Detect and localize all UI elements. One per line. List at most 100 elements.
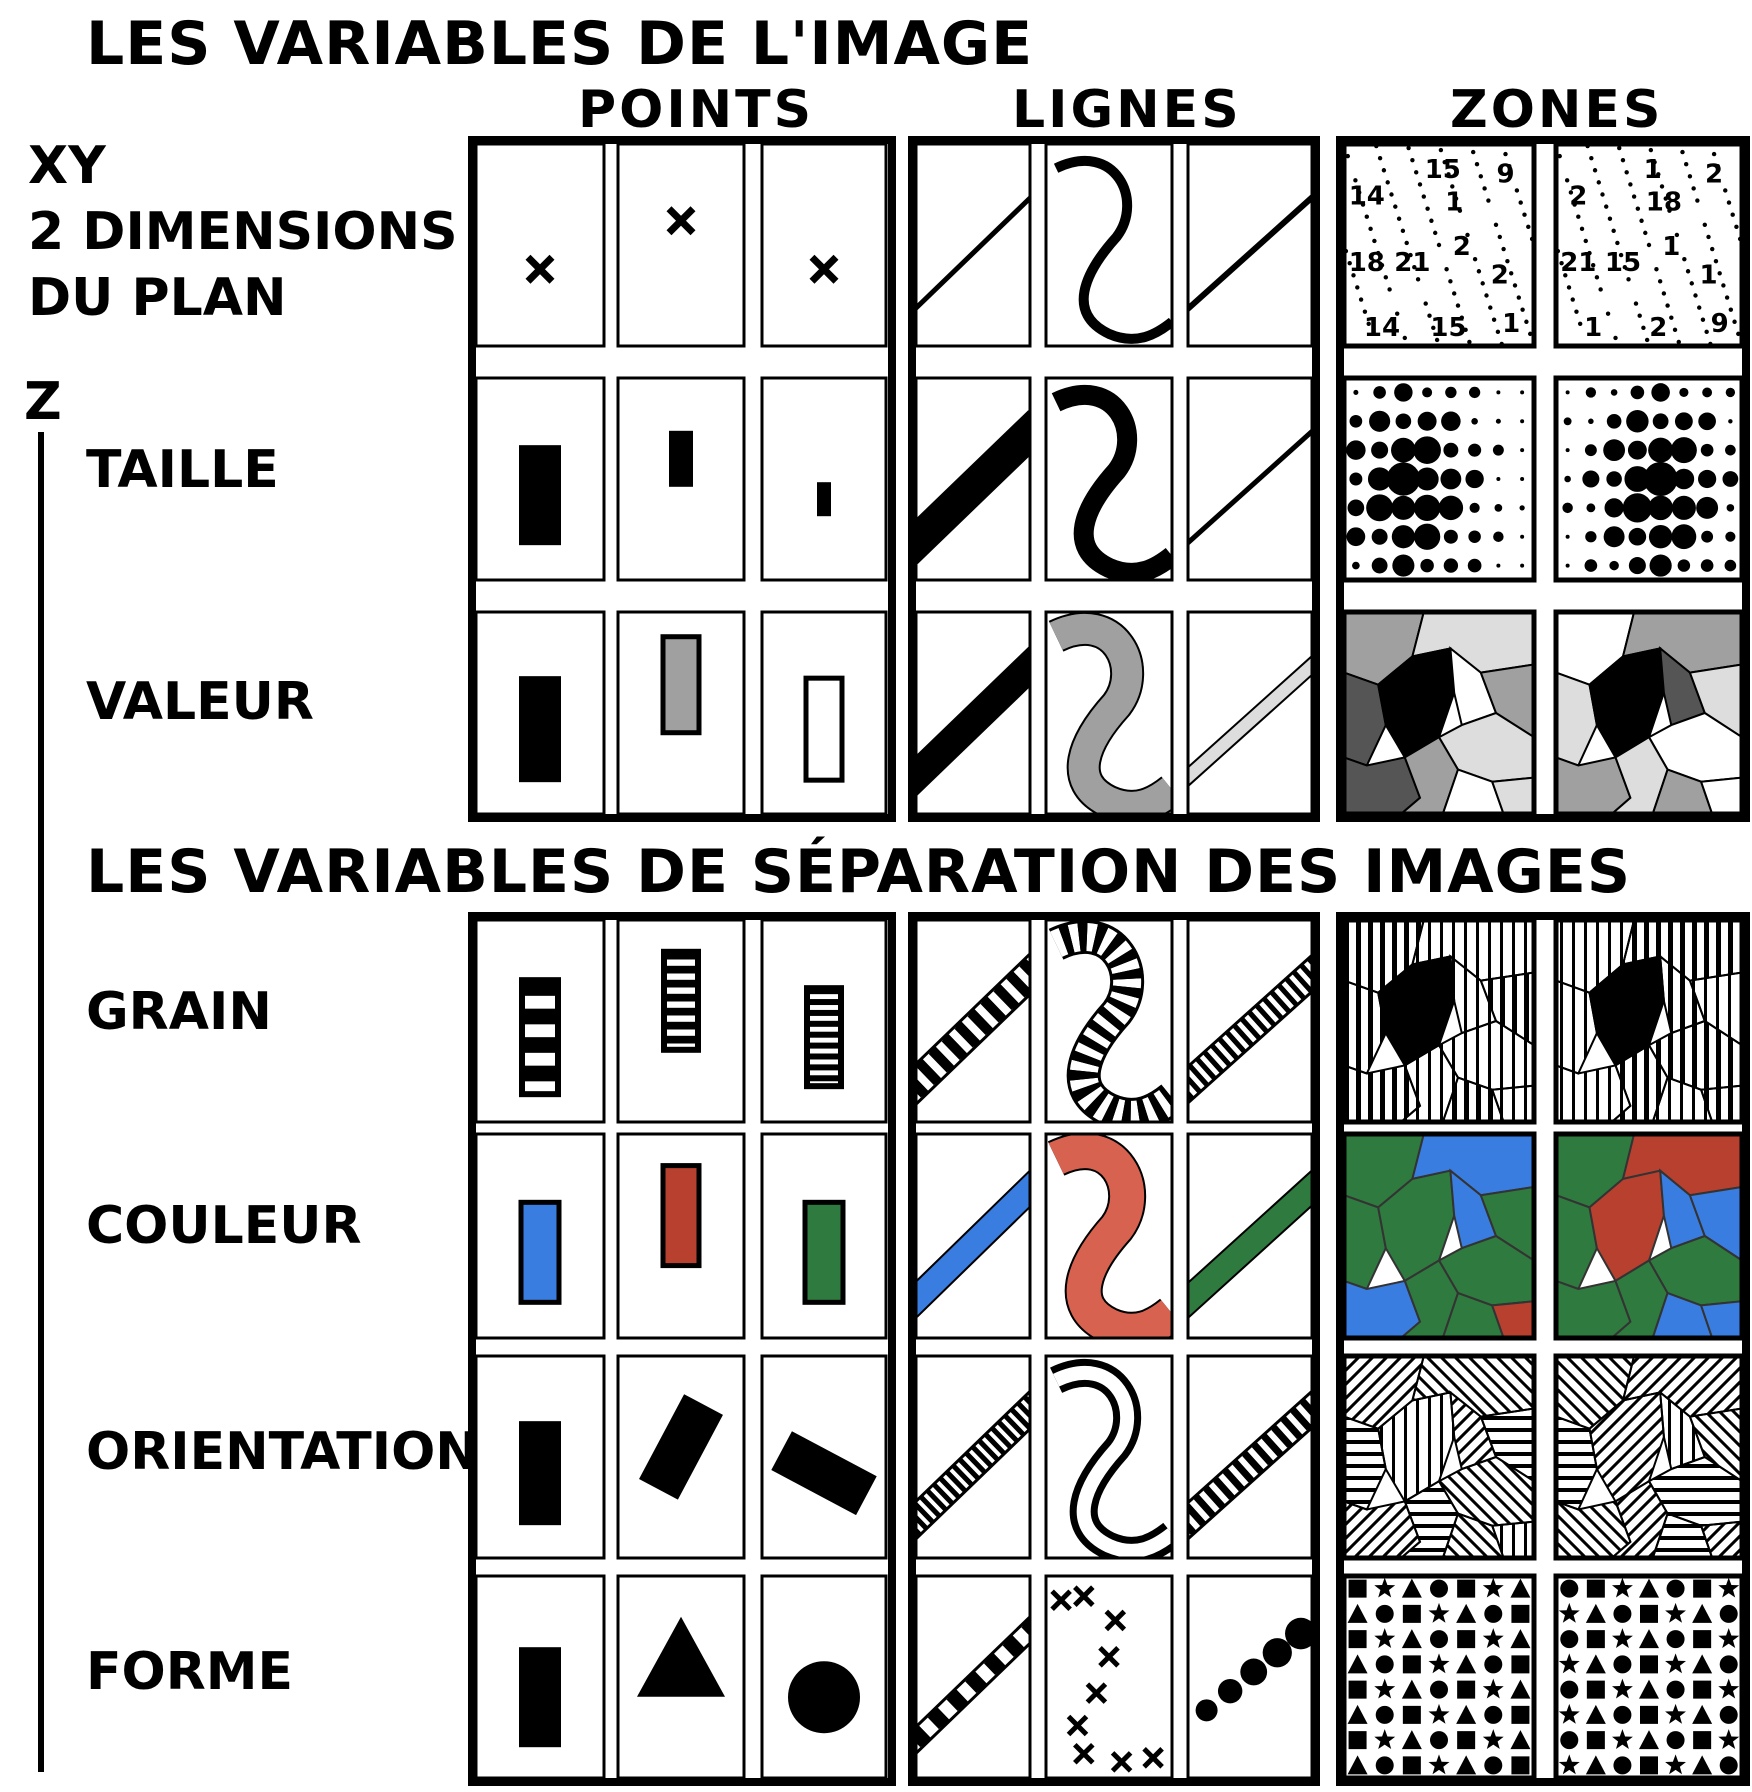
zone-number-label: 2 [1649,313,1667,343]
zone-map-r4-2 [1556,1134,1742,1338]
line-symbol-r5-c2 [1188,1389,1312,1541]
column-header-zones: ZONES [1450,80,1664,140]
row-label-orientation: ORIENTATION [86,1422,479,1482]
zone-number-label: 15 [1605,248,1641,278]
row-label-taille: TAILLE [86,440,279,500]
line-symbol-r0-c1 [1053,156,1172,344]
line-symbol-r6-c0 [916,1614,1030,1756]
lines-block-lower [908,912,1320,1786]
row-label-xy-dimensions: 2 DIMENSIONS [28,202,458,262]
point-symbol-r6-c1 [637,1616,725,1697]
z-axis-label: Z [24,372,62,432]
row-label-grain: GRAIN [86,982,272,1042]
cell-border [616,376,746,582]
point-symbol-r0-c1 [666,206,696,236]
point-symbol-r2-c2 [803,675,845,783]
cell-border [616,142,746,348]
line-symbol-r1-c1 [1051,385,1172,580]
zones-block-upper [1336,136,1750,822]
point-symbol-r0-c2 [809,254,839,284]
z-axis-line [38,432,44,1772]
zone-number-label: 15 [1430,313,1466,343]
cell-border [616,1354,746,1560]
row-label-forme: FORME [86,1642,294,1702]
point-symbol-r3-c0 [519,977,561,1098]
zone-number-label: 14 [1364,313,1400,343]
line-symbol-r1-c0 [916,410,1030,564]
line-symbol-r4-c2 [1188,1169,1312,1320]
zone-map-r5-2 [1556,1356,1742,1558]
zone-map-r4-1 [1344,1134,1534,1338]
zones-block-lower [1336,912,1750,1786]
line-symbol-r2-c2 [1188,654,1312,788]
cell-border [760,1132,888,1340]
zone-taille-1 [1344,378,1534,580]
cell-border [616,1132,746,1340]
zone-taille-2 [1556,378,1742,580]
cell-border [1044,1354,1174,1560]
row-label-couleur: COULEUR [86,1196,362,1256]
line-symbol-r3-c2 [1188,953,1312,1105]
zone-number-label: 14 [1349,182,1385,212]
zone-number-label: 1 [1502,309,1520,339]
cell-border [760,376,888,582]
zone-number-label: 1 [1699,260,1717,290]
zone-map-r3-1 [1344,920,1534,1122]
point-symbol-r4-c0 [518,1199,562,1305]
line-symbol-r6-c2 [1195,1617,1312,1722]
zone-map-r2-2 [1556,612,1742,814]
zone-number-label: 9 [1711,309,1729,339]
line-symbol-r4-c0 [916,1169,1030,1320]
points-block-lower [468,912,896,1786]
line-symbol-r4-c1 [1047,1134,1172,1338]
cell-border [914,142,1032,348]
line-symbol-r3-c0 [916,952,1030,1106]
zone-number-label: 2 [1705,159,1723,189]
cell-border [760,1354,888,1560]
point-symbol-r2-c0 [519,676,561,783]
line-symbol-r2-c0 [916,645,1030,797]
zone-forme-1 [1344,1576,1534,1778]
point-symbol-r1-c2 [817,482,831,517]
zone-number-label: 2 [1453,232,1471,262]
cell-border [1044,1132,1174,1340]
zone-number-label: 9 [1496,159,1514,189]
line-symbol-r5-c1 [1050,1359,1172,1558]
zone-number-label: 18 [1349,248,1385,278]
point-symbol-r4-c1 [660,1163,702,1269]
row-label-xy: XY [28,136,106,196]
zone-number-label: 21 [1394,248,1430,278]
point-symbol-r2-c1 [660,634,702,736]
zone-map-r2-1 [1344,612,1534,814]
line-symbol-r0-c0 [916,194,1030,312]
zone-number-label: 1 [1662,232,1680,262]
separation-variables-title: LES VARIABLES DE SÉPARATION DES IMAGES [86,837,1632,907]
point-symbol-r6-c0 [519,1647,561,1748]
cell-border [1186,376,1314,582]
point-symbol-r3-c1 [661,948,701,1053]
zone-number-label: 2 [1569,182,1587,212]
zone-number-label: 21 [1560,248,1596,278]
cell-border [474,142,606,348]
zone-number-label: 1 [1644,155,1662,185]
line-symbol-r0-c2 [1188,193,1312,313]
column-header-points: POINTS [578,80,815,140]
point-symbol-r3-c2 [804,985,844,1090]
point-symbol-r1-c1 [669,430,693,487]
cell-border [760,142,888,348]
point-symbol-r1-c0 [519,445,561,546]
row-label-valeur: VALEUR [86,672,314,732]
points-block-upper [468,136,896,822]
line-symbol-r6-c1 [1050,1585,1164,1773]
lines-block-upper [908,136,1320,822]
point-symbol-r5-c2 [771,1431,877,1516]
point-symbol-r0-c0 [525,254,555,284]
row-label-xy-plan: DU PLAN [28,268,287,328]
line-symbol-r3-c1 [1048,920,1172,1122]
zone-map-r5-1 [1344,1356,1534,1558]
column-header-lines: LIGNES [1012,80,1242,140]
zone-forme-2 [1556,1576,1742,1778]
